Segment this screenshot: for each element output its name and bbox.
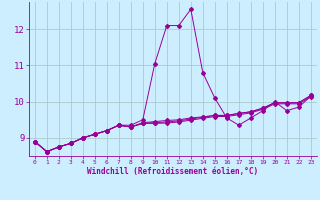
X-axis label: Windchill (Refroidissement éolien,°C): Windchill (Refroidissement éolien,°C) [87,167,258,176]
